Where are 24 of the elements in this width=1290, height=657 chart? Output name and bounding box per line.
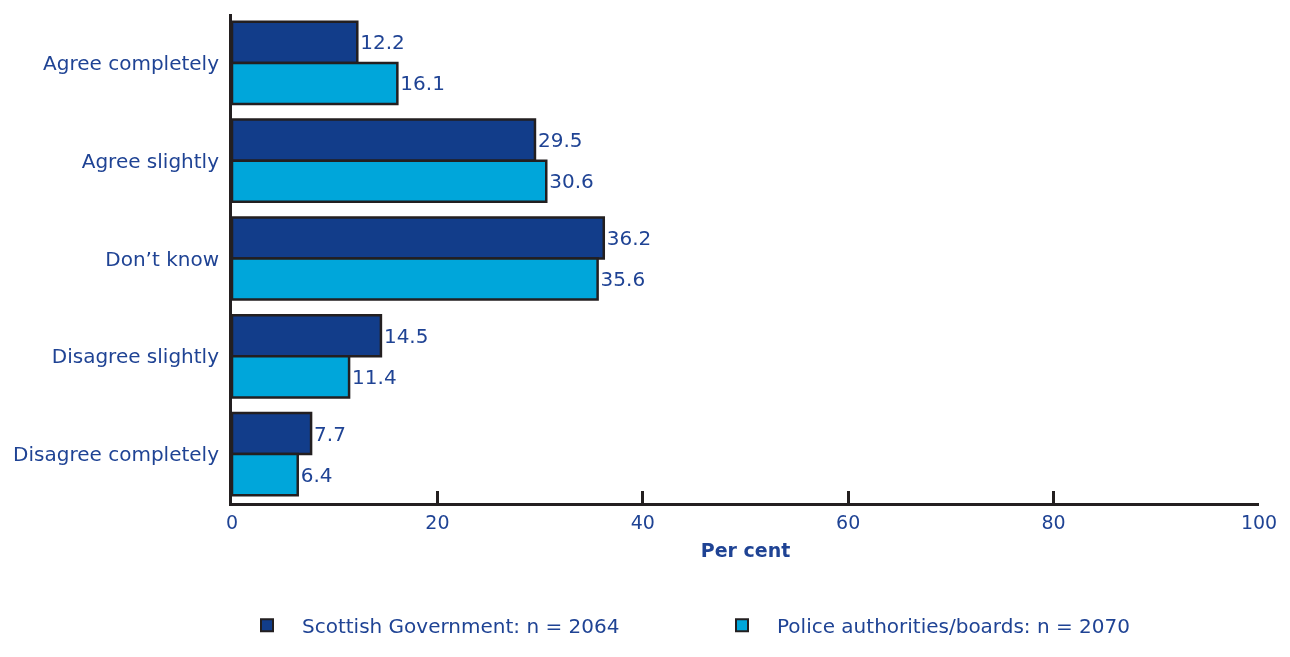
data-label: 30.6 [549, 169, 594, 194]
x-tick-label: 60 [836, 510, 861, 533]
y-tick-label: Agree slightly [81, 148, 220, 173]
data-label: 29.5 [537, 128, 583, 153]
data-label: 12.2 [360, 30, 405, 55]
x-tick-label: 100 [1240, 510, 1278, 533]
y-tick-label: Disagree completely [13, 442, 220, 467]
x-tick-label: 80 [1041, 510, 1066, 533]
legend-label: Police authorities/boards: n = 2070 [777, 613, 1130, 638]
data-label: 6.4 [300, 462, 333, 487]
y-tick-label: Agree completely [43, 50, 220, 75]
x-tick-label: 40 [630, 510, 655, 533]
y-tick-label: Don’t know [105, 246, 219, 271]
data-label: 14.5 [383, 323, 429, 348]
x-tick-label: 0 [225, 510, 239, 533]
x-axis-title: Per cent [700, 538, 791, 561]
y-tick-label: Disagree slightly [51, 344, 220, 369]
data-label: 11.4 [352, 364, 397, 389]
data-label: 7.7 [314, 421, 346, 446]
data-label: 36.2 [606, 225, 652, 250]
legend-label: Scottish Government: n = 2064 [302, 613, 620, 638]
data-label: 16.1 [400, 71, 445, 96]
data-label: 35.6 [600, 267, 646, 292]
x-tick-label: 20 [425, 510, 450, 533]
